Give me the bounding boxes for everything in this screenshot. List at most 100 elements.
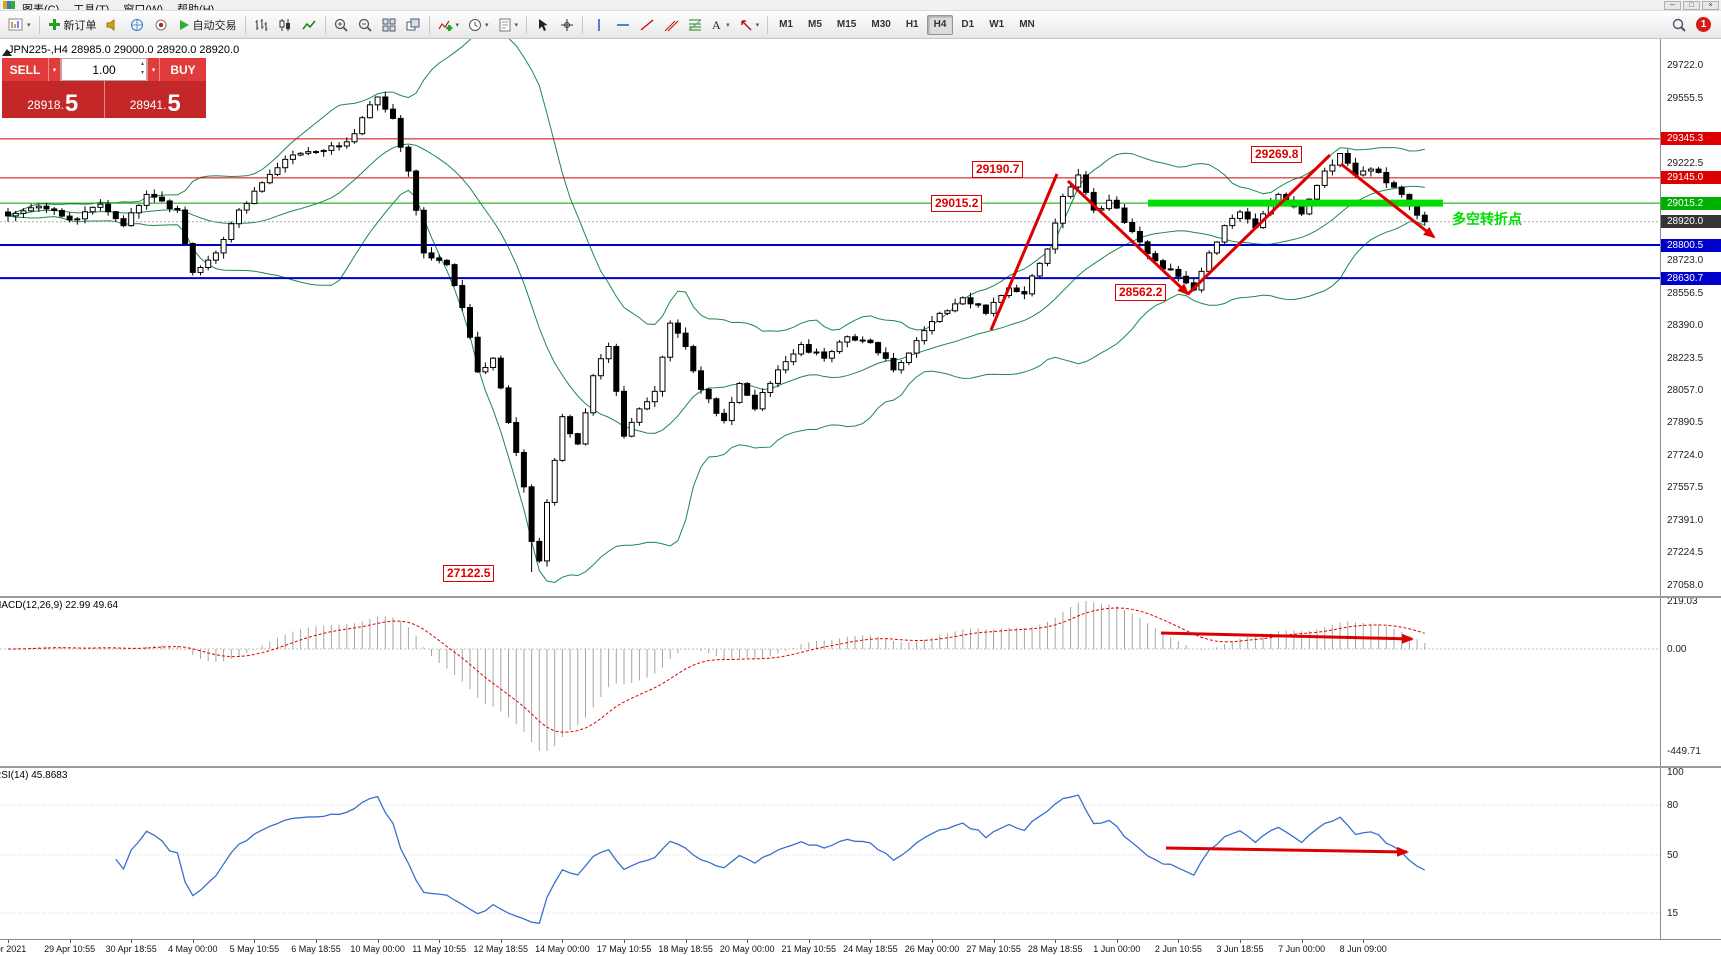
trend-arrow[interactable] [1340, 162, 1436, 239]
zoom-out-button[interactable] [354, 14, 377, 36]
volume-stepper[interactable]: ▴ ▾ [141, 60, 144, 78]
notification-badge[interactable]: 1 [1696, 17, 1711, 32]
cursor-button[interactable] [531, 14, 554, 36]
time-tick [192, 940, 194, 943]
horizontal-line-tool-button[interactable] [611, 14, 634, 36]
toolbar-separator [244, 15, 246, 34]
volume-value: 1.00 [92, 62, 116, 77]
price-level-badge: 28800.5 [1661, 238, 1721, 252]
time-tick [1178, 940, 1180, 943]
arrows-tool-button[interactable]: ▾ [735, 14, 764, 36]
buy-dropdown[interactable]: ▾ [147, 58, 160, 81]
bid-price-small: 28918. [27, 98, 64, 112]
web-button[interactable] [126, 14, 149, 36]
menu-item-0[interactable]: 图表(C) [22, 4, 60, 11]
timeframe-m30-button[interactable]: M30 [871, 19, 891, 30]
buy-button[interactable]: BUY [160, 58, 206, 81]
vertical-line-icon [597, 18, 600, 31]
trend-arrow[interactable] [989, 173, 1059, 331]
swing-price-label[interactable]: 29015.2 [931, 195, 983, 212]
new-order-button[interactable]: 新订单 [44, 14, 101, 36]
trend-arrow[interactable] [1165, 846, 1409, 857]
macd-scale-tick: -449.71 [1667, 746, 1701, 757]
menu-item-3[interactable]: 帮助(H) [177, 4, 215, 11]
swing-price-label[interactable]: 28562.2 [1115, 284, 1167, 301]
restore-button[interactable]: □ [1683, 1, 1700, 10]
price-chart-canvas[interactable] [0, 39, 1660, 955]
time-tick [870, 940, 872, 943]
sound-button[interactable] [102, 14, 125, 36]
trendline-tool-button[interactable] [635, 14, 658, 36]
timeframe-d1-button[interactable]: D1 [961, 19, 975, 30]
sell-dropdown[interactable]: ▾ [48, 58, 61, 81]
time-label: 5 May 10:55 [229, 944, 280, 954]
swing-price-label[interactable]: 29190.7 [972, 161, 1024, 178]
price-scale[interactable]: 29722.0 29555.5 29222.5 28723.0 28556.5 28390… [1660, 39, 1721, 939]
time-label: 8 Jun 09:00 [1339, 944, 1387, 954]
sell-button[interactable]: SELL [2, 58, 48, 81]
time-label: 10 May 00:00 [350, 944, 405, 954]
swing-price-label[interactable]: 27122.5 [443, 565, 495, 582]
chart-window: 29722.0 29555.5 29222.5 28723.0 28556.5 28390… [0, 39, 1721, 955]
trend-arrow[interactable] [1186, 153, 1332, 296]
candlestick-chart-button[interactable] [274, 14, 297, 36]
globe-icon [131, 18, 144, 31]
line-chart-button[interactable] [298, 14, 321, 36]
record-button[interactable] [150, 14, 173, 36]
timeframe-m5-button[interactable]: M5 [808, 19, 822, 30]
trend-arrow[interactable] [1066, 179, 1190, 296]
templates-button[interactable]: ▾ [494, 14, 523, 36]
time-label: Apr 2021 [0, 944, 27, 954]
volume-field[interactable]: 1.00 ▴ ▾ [61, 58, 147, 81]
menu-item-2[interactable]: 窗口(W) [123, 4, 164, 11]
bar-chart-button[interactable] [250, 14, 273, 36]
minimize-button[interactable]: ─ [1664, 1, 1681, 10]
chevron-down-icon: ▾ [755, 21, 760, 29]
vertical-line-tool-button[interactable] [587, 14, 610, 36]
chart-ohlc-header: JPN225-,H4 28985.0 29000.0 28920.0 28920… [8, 44, 240, 56]
fibonacci-tool-button[interactable] [683, 14, 706, 36]
panel-separator[interactable] [0, 596, 1721, 598]
channel-tool-button[interactable] [659, 14, 682, 36]
timeframe-h4-button[interactable]: H4 [926, 14, 954, 35]
auto-trading-button[interactable]: 自动交易 [174, 14, 241, 36]
time-tick [993, 940, 995, 943]
turning-point-note[interactable]: 多空转折点 [1452, 211, 1522, 227]
timeframe-m1-button[interactable]: M1 [779, 19, 793, 30]
bid-price[interactable]: 28918. 5 [2, 81, 104, 118]
chevron-down-icon: ▾ [27, 21, 31, 29]
zoom-in-button[interactable] [330, 14, 353, 36]
new-chart-button[interactable]: ▾ [4, 14, 35, 36]
rsi-scale-tick: 80 [1667, 800, 1679, 811]
time-tick [131, 940, 133, 943]
ask-price[interactable]: 28941. 5 [105, 81, 207, 118]
time-label: 2 Jun 10:55 [1154, 944, 1202, 954]
tile-windows-button[interactable] [378, 14, 401, 36]
text-tool-button[interactable]: A ▾ [707, 14, 734, 36]
timeframe-m15-button[interactable]: M15 [836, 19, 857, 30]
toolbar-right-cluster: 1 [1667, 14, 1717, 36]
indicators-icon [438, 20, 452, 31]
swing-price-label[interactable]: 29269.8 [1251, 146, 1303, 163]
text-icon: A [712, 18, 721, 31]
new-order-label: 新订单 [63, 19, 97, 32]
price-tick: 29222.5 [1667, 157, 1704, 169]
crosshair-button[interactable] [555, 14, 578, 36]
menu-item-1[interactable]: 工具(T) [73, 4, 110, 11]
time-axis[interactable]: Apr 2021 29 Apr 10:55 30 Apr 18:55 4 May 00… [0, 939, 1721, 955]
time-tick [8, 940, 9, 943]
timeframe-w1-button[interactable]: W1 [989, 19, 1005, 30]
time-label: 11 May 10:55 [412, 944, 467, 954]
timeframe-h1-button[interactable]: H1 [905, 19, 919, 30]
panel-separator[interactable] [0, 766, 1721, 768]
channel-icon [664, 20, 678, 31]
time-label: 30 Apr 18:55 [105, 944, 157, 954]
indicators-button[interactable]: ▾ [434, 14, 464, 36]
cascade-windows-button[interactable] [402, 14, 425, 36]
trend-arrow[interactable] [1160, 631, 1414, 644]
search-button[interactable] [1667, 14, 1690, 36]
timeframe-mn-button[interactable]: MN [1019, 19, 1035, 30]
close-button[interactable]: × [1702, 1, 1719, 10]
periods-button[interactable]: ▾ [464, 14, 493, 36]
